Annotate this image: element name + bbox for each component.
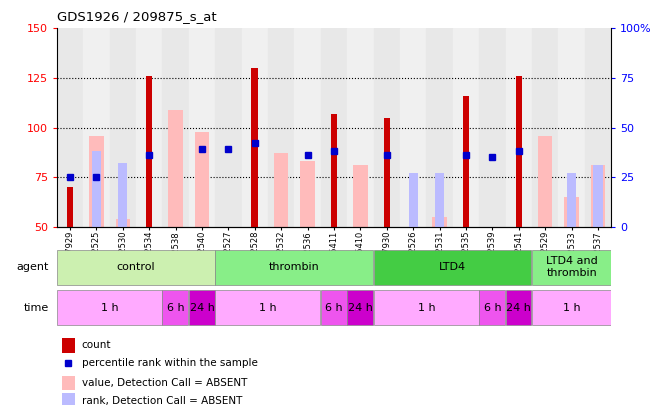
Bar bbox=[321, 28, 347, 227]
Text: 1 h: 1 h bbox=[259, 303, 277, 313]
Bar bbox=[463, 96, 470, 227]
Bar bbox=[116, 219, 130, 227]
Text: 24 h: 24 h bbox=[348, 303, 373, 313]
Bar bbox=[84, 28, 110, 227]
Bar bbox=[162, 290, 188, 325]
Bar bbox=[584, 28, 611, 227]
Bar bbox=[479, 28, 506, 227]
Bar bbox=[162, 28, 189, 227]
Bar bbox=[353, 165, 367, 227]
Bar bbox=[538, 136, 552, 227]
Text: 6 h: 6 h bbox=[325, 303, 343, 313]
Bar bbox=[383, 117, 390, 227]
Bar bbox=[295, 28, 321, 227]
Bar bbox=[479, 290, 505, 325]
Bar bbox=[67, 187, 73, 227]
Bar bbox=[62, 393, 75, 405]
Bar bbox=[268, 28, 295, 227]
Bar bbox=[591, 165, 605, 227]
Bar bbox=[242, 28, 268, 227]
Bar bbox=[301, 161, 315, 227]
Bar bbox=[215, 28, 242, 227]
Bar bbox=[57, 250, 214, 285]
Text: LTD4 and
thrombin: LTD4 and thrombin bbox=[546, 256, 597, 278]
Bar bbox=[347, 28, 373, 227]
Bar bbox=[453, 28, 479, 227]
Bar bbox=[189, 290, 214, 325]
Bar bbox=[331, 114, 337, 227]
Bar bbox=[146, 76, 152, 227]
Bar bbox=[373, 290, 479, 325]
Text: thrombin: thrombin bbox=[269, 262, 320, 272]
Bar bbox=[321, 290, 347, 325]
Text: percentile rank within the sample: percentile rank within the sample bbox=[81, 358, 258, 369]
Bar bbox=[57, 290, 162, 325]
Bar bbox=[57, 28, 84, 227]
Bar bbox=[506, 290, 532, 325]
Bar bbox=[400, 28, 426, 227]
Bar bbox=[215, 290, 320, 325]
Text: 24 h: 24 h bbox=[190, 303, 214, 313]
Text: GDS1926 / 209875_s_at: GDS1926 / 209875_s_at bbox=[57, 10, 216, 23]
Text: count: count bbox=[81, 340, 112, 350]
Bar bbox=[373, 28, 400, 227]
Text: rank, Detection Call = ABSENT: rank, Detection Call = ABSENT bbox=[81, 396, 242, 405]
Bar bbox=[558, 28, 584, 227]
Bar bbox=[593, 165, 603, 227]
Bar bbox=[564, 197, 579, 227]
Text: 6 h: 6 h bbox=[484, 303, 501, 313]
Bar bbox=[435, 173, 444, 227]
Bar bbox=[89, 136, 104, 227]
Text: time: time bbox=[23, 303, 49, 313]
Bar bbox=[532, 290, 611, 325]
Bar bbox=[62, 376, 75, 390]
Bar bbox=[409, 173, 418, 227]
Bar bbox=[532, 28, 558, 227]
Text: 1 h: 1 h bbox=[563, 303, 580, 313]
Text: 6 h: 6 h bbox=[167, 303, 184, 313]
Text: value, Detection Call = ABSENT: value, Detection Call = ABSENT bbox=[81, 378, 247, 388]
Bar bbox=[118, 163, 128, 227]
Bar bbox=[62, 338, 75, 352]
Text: LTD4: LTD4 bbox=[440, 262, 466, 272]
Bar bbox=[373, 250, 532, 285]
Text: control: control bbox=[117, 262, 155, 272]
Bar bbox=[195, 132, 209, 227]
Bar bbox=[516, 76, 522, 227]
Bar bbox=[168, 110, 183, 227]
Bar bbox=[189, 28, 215, 227]
Bar bbox=[274, 153, 289, 227]
Text: 1 h: 1 h bbox=[101, 303, 118, 313]
Bar bbox=[426, 28, 453, 227]
Bar bbox=[532, 250, 611, 285]
Bar bbox=[567, 173, 576, 227]
Text: agent: agent bbox=[17, 262, 49, 272]
Bar bbox=[92, 151, 101, 227]
Bar bbox=[506, 28, 532, 227]
Text: 1 h: 1 h bbox=[418, 303, 436, 313]
Bar bbox=[110, 28, 136, 227]
Bar bbox=[347, 290, 373, 325]
Text: 24 h: 24 h bbox=[506, 303, 531, 313]
Bar bbox=[432, 217, 447, 227]
Bar bbox=[215, 250, 373, 285]
Bar bbox=[251, 68, 258, 227]
Bar bbox=[136, 28, 162, 227]
